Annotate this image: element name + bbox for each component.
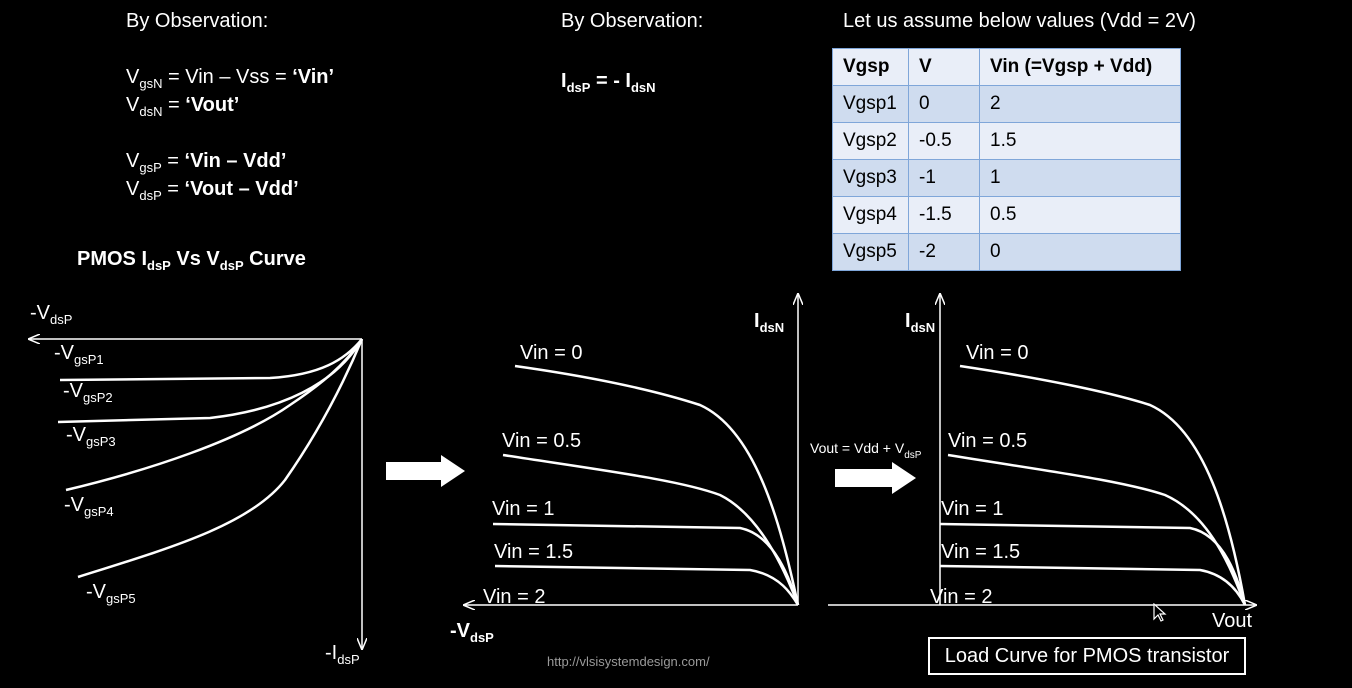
graph3-curve-label: Vin = 2 xyxy=(930,586,993,608)
graph3-curve-vin1 xyxy=(939,522,1247,606)
graph1-curve-label: -VgsP3 xyxy=(66,424,116,449)
vout-relation-note: Vout = Vdd + VdsP xyxy=(810,440,922,461)
graph1-curve-vgsp4 xyxy=(77,338,364,579)
col-header: Vgsp xyxy=(832,48,909,86)
graph3-curve-label: Vin = 0 xyxy=(966,342,1029,364)
table-cell: 0.5 xyxy=(979,196,1181,234)
graph3-x-label: Vout xyxy=(1212,610,1253,632)
table-cell: 1.5 xyxy=(979,122,1181,160)
graph1-curve-label: -VgsP5 xyxy=(86,581,136,606)
graph2-curve-label: Vin = 0 xyxy=(520,342,583,364)
right-arrow-2 xyxy=(835,462,916,494)
graph3-curve-vin15 xyxy=(939,564,1247,606)
graph2-curve-label: Vin = 1 xyxy=(492,498,555,520)
table-cell: 0 xyxy=(979,233,1181,271)
pmos-curve-title: PMOS IdsP Vs VdsP Curve xyxy=(77,248,306,273)
graph2-curve-label: Vin = 0.5 xyxy=(502,430,582,452)
table-cell: -1.5 xyxy=(908,196,980,234)
table-cell: -2 xyxy=(908,233,980,271)
source-url: http://vlsisystemdesign.com/ xyxy=(547,654,710,669)
graph2-curve-label: Vin = 2 xyxy=(483,586,546,608)
table-cell: Vgsp2 xyxy=(832,122,909,160)
table-cell: Vgsp1 xyxy=(832,85,909,123)
graph3-curve-vin05 xyxy=(947,453,1247,606)
right-arrow-1 xyxy=(386,455,465,487)
graph1-curve-label: -VgsP4 xyxy=(64,494,114,519)
left-heading: By Observation: xyxy=(126,10,269,32)
col-header: Vin (=Vgsp + Vdd) xyxy=(979,48,1181,86)
eq-idsp: IdsP = - IdsN xyxy=(561,70,656,95)
graph3-curve-vin0 xyxy=(959,364,1247,606)
table-heading: Let us assume below values (Vdd = 2V) xyxy=(843,10,1196,32)
graph1-curve-label: -VgsP1 xyxy=(54,342,104,367)
graph3-y-label: IdsN xyxy=(905,310,936,335)
graph2-curve-vin05 xyxy=(502,453,800,606)
eq-vgsn: VgsN = Vin – Vss = ‘Vin’ xyxy=(126,66,335,91)
graph2-y-label: IdsN xyxy=(754,310,785,335)
eq-vgsp: VgsP = ‘Vin – Vdd’ xyxy=(126,150,287,175)
graph2-curve-vin1 xyxy=(492,522,800,606)
table-cell: 0 xyxy=(908,85,980,123)
graph2-curve-vin0 xyxy=(514,364,800,606)
graph1-curve-vgsp1 xyxy=(59,338,363,382)
graph3-curve-label: Vin = 1 xyxy=(941,498,1004,520)
graph3-curve-label: Vin = 1.5 xyxy=(941,541,1021,563)
graph1-x-label: -VdsP xyxy=(30,302,73,327)
eq-vdsn: VdsN = ‘Vout’ xyxy=(126,94,240,119)
table-cell: -0.5 xyxy=(908,122,980,160)
graph2-curve-label: Vin = 1.5 xyxy=(494,541,574,563)
graph1-curve-vgsp3 xyxy=(65,338,364,492)
graph1-curve-label: -VgsP2 xyxy=(63,380,113,405)
table-row: Vgsp1 0 2 xyxy=(832,85,1181,123)
table-header-row: Vgsp V Vin (=Vgsp + Vdd) xyxy=(832,48,1181,86)
col-header: V xyxy=(908,48,980,86)
table-cell: Vgsp3 xyxy=(832,159,909,197)
table-row: Vgsp5 -2 0 xyxy=(832,233,1181,271)
table-row: Vgsp2 -0.5 1.5 xyxy=(832,122,1181,160)
mouse-cursor-icon xyxy=(1153,603,1167,622)
table-cell: -1 xyxy=(908,159,980,197)
graph3-curve-label: Vin = 0.5 xyxy=(948,430,1028,452)
graph2-x-label: -VdsP xyxy=(450,620,494,645)
table-cell: Vgsp5 xyxy=(832,233,909,271)
caption-box: Load Curve for PMOS transistor xyxy=(928,637,1246,675)
graph2-curve-vin15 xyxy=(494,564,800,606)
middle-heading: By Observation: xyxy=(561,10,704,32)
table-cell: 2 xyxy=(979,85,1181,123)
eq-vdsp: VdsP = ‘Vout – Vdd’ xyxy=(126,178,299,203)
values-table: Vgsp V Vin (=Vgsp + Vdd) Vgsp1 0 2 Vgsp2 -0… xyxy=(832,48,1181,271)
table-row: Vgsp3 -1 1 xyxy=(832,159,1181,197)
graph1-y-label: -IdsP xyxy=(325,642,360,667)
table-cell: 1 xyxy=(979,159,1181,197)
